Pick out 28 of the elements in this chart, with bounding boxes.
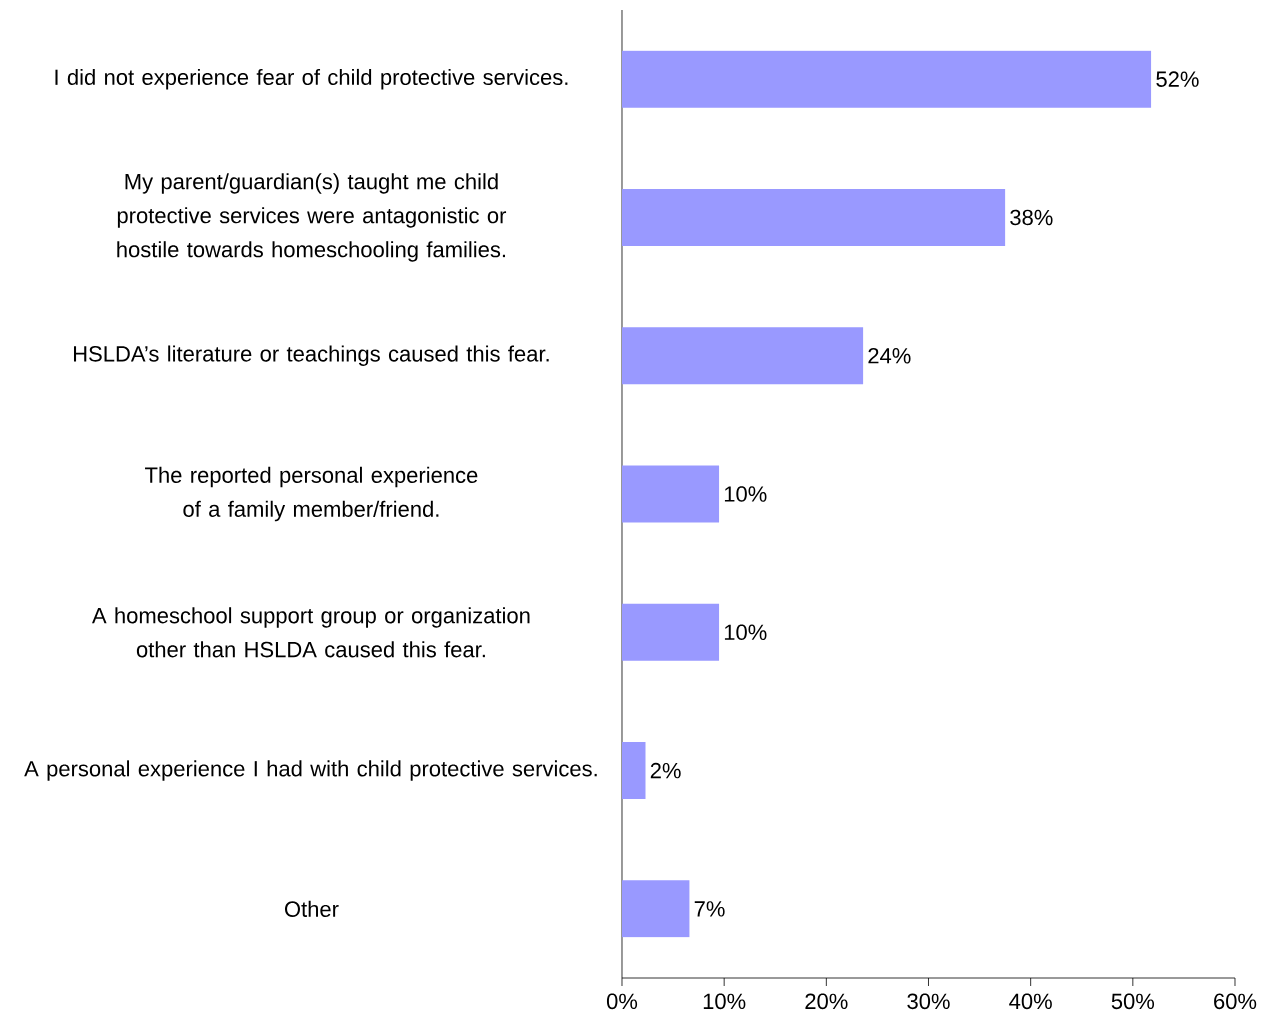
data-label: 38% [1010,209,1053,226]
x-tick-label: 10% [703,993,746,1010]
y-tick-label: A homeschool support group or organization other than HSLDA caused this fear. [91,607,530,658]
y-tick-label: HSLDA’s literature or teachings caused this fear. [74,345,549,366]
bar [622,50,1152,108]
y-tick-label: My parent/guardian(s) taught me child protective services were antagonistic or hostile towards homeschooling families. [117,173,507,262]
x-tick-label: 50% [1111,993,1155,1010]
x-tick-label: 30% [907,993,950,1010]
bar [622,327,864,385]
x-tick-label: 60% [1214,993,1257,1010]
x-tick-label: 0% [606,993,638,1010]
y-tick-label: Other [284,900,339,917]
bar [622,603,720,661]
bar [622,188,1006,246]
y-tick-label: The reported personal experience of a family member/friend. [145,466,478,522]
data-label: 10% [724,624,767,641]
bar [622,465,720,523]
data-label: 24% [868,347,911,364]
data-label: 2% [650,762,681,779]
data-label: 52% [1156,71,1199,87]
x-tick-label: 40% [1009,993,1052,1010]
data-label: 10% [724,486,767,502]
bar [622,880,690,938]
data-label: 7% [694,901,725,917]
bar [622,742,646,800]
y-tick-label: A personal experience I had with child protective services. [24,760,597,781]
x-tick-label: 20% [805,993,848,1010]
y-tick-label: I did not experience fear of child protective services. [55,68,568,90]
